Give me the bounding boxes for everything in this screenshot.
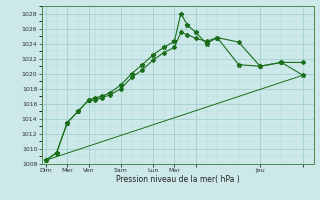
X-axis label: Pression niveau de la mer( hPa ): Pression niveau de la mer( hPa ) (116, 175, 239, 184)
